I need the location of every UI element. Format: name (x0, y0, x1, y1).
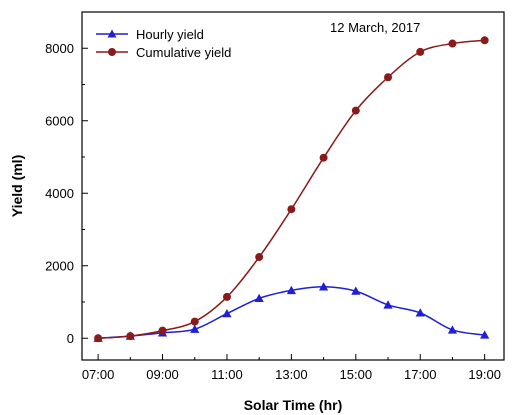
data-point-cumulative (287, 205, 296, 214)
data-point-hourly (319, 282, 329, 291)
data-point-hourly (480, 330, 490, 339)
y-axis-title: Yield (ml) (9, 155, 25, 218)
data-point-hourly (415, 308, 425, 317)
x-tick-label: 19:00 (468, 367, 501, 382)
data-point-cumulative (351, 106, 360, 115)
data-point-hourly (351, 286, 361, 295)
x-tick-label: 09:00 (146, 367, 179, 382)
data-point-cumulative (158, 326, 167, 335)
data-point-cumulative (94, 334, 103, 343)
y-tick-label: 2000 (45, 258, 74, 273)
x-tick-label: 13:00 (275, 367, 308, 382)
data-point-cumulative (222, 292, 231, 301)
x-tick-label: 11:00 (211, 367, 243, 382)
x-axis-title: Solar Time (hr) (244, 397, 343, 413)
legend-triangle-icon (107, 29, 117, 38)
axis-ticks: 07:00 09:00 11:00 13:00 15:00 17:00 19:00 0 2000… (45, 11, 501, 382)
data-point-cumulative (384, 73, 393, 82)
data-point-hourly (222, 309, 232, 318)
data-point-hourly (286, 285, 296, 295)
legend-label-hourly: Hourly yield (136, 27, 204, 42)
x-tick-label: 17:00 (404, 367, 437, 382)
legend-label-cumulative: Cumulative yield (136, 45, 231, 60)
data-point-hourly (254, 293, 264, 303)
y-tick-label: 6000 (45, 113, 74, 128)
y-tick-label: 4000 (45, 186, 74, 201)
x-tick-label: 07:00 (82, 367, 115, 382)
y-tick-label: 0 (67, 331, 74, 346)
data-point-hourly (447, 325, 458, 334)
legend: Hourly yield Cumulative yield (96, 27, 231, 60)
plot-frame (81, 11, 505, 361)
x-tick-label: 15:00 (340, 367, 373, 382)
y-tick-label: 8000 (45, 41, 74, 56)
series-markers (93, 36, 490, 343)
data-point-cumulative (319, 153, 328, 162)
legend-circle-icon (108, 48, 116, 56)
data-point-cumulative (416, 47, 425, 56)
data-point-cumulative (126, 332, 135, 341)
data-point-cumulative (190, 317, 199, 326)
data-point-cumulative (255, 253, 264, 262)
data-point-hourly (383, 300, 393, 309)
data-point-cumulative (480, 36, 489, 45)
data-point-hourly (190, 324, 200, 333)
series-line-hourly (98, 286, 485, 339)
data-point-cumulative (448, 39, 457, 48)
date-annotation: 12 March, 2017 (330, 20, 420, 35)
